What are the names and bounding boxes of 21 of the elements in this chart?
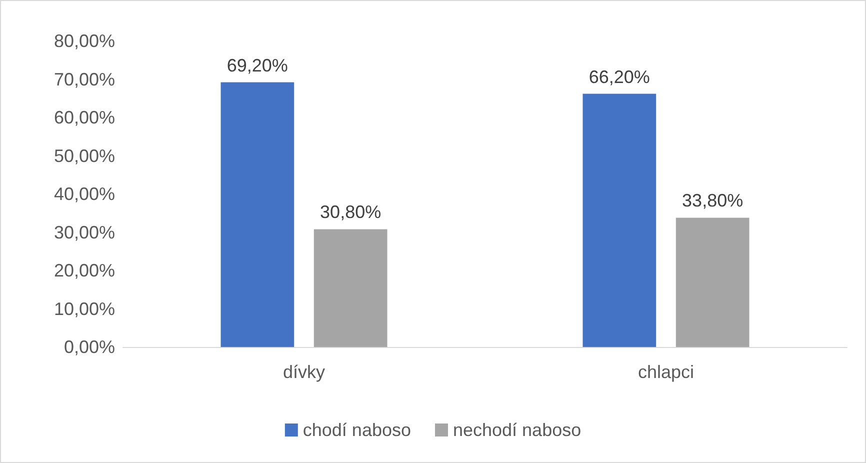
data-label: 30,80% (320, 202, 382, 222)
y-tick-label: 70,00% (54, 69, 115, 90)
data-label: 33,80% (682, 190, 744, 211)
y-tick-label: 10,00% (54, 298, 115, 319)
data-label: 69,20% (226, 55, 288, 76)
y-tick-label: 0,00% (64, 337, 115, 357)
y-tick-label: 50,00% (54, 146, 115, 166)
bar (676, 218, 750, 347)
data-label: 66,20% (588, 66, 650, 87)
legend-label: chodí naboso (302, 420, 411, 440)
y-tick-label: 60,00% (54, 108, 115, 128)
x-tick-label: chlapci (638, 362, 694, 382)
x-tick-label: dívky (282, 362, 326, 382)
y-tick-label: 20,00% (54, 260, 115, 280)
bar (220, 82, 294, 347)
y-tick-label: 40,00% (54, 184, 115, 204)
bar (314, 229, 388, 347)
legend-label: nechodí naboso (452, 420, 582, 440)
y-tick-label: 80,00% (54, 31, 115, 51)
bar (582, 94, 656, 347)
y-tick-label: 30,00% (54, 222, 115, 242)
